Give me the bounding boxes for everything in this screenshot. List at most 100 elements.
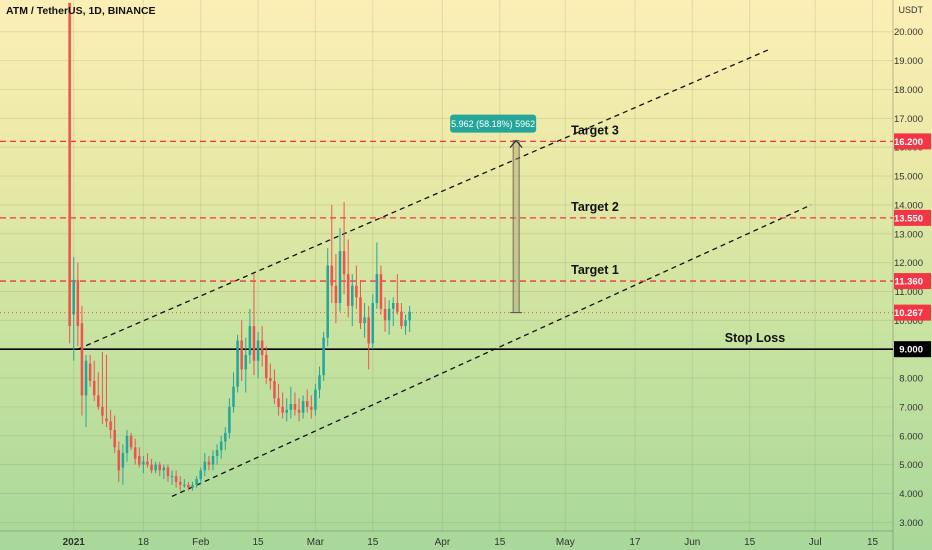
level-label: Target 1: [571, 263, 619, 277]
candle-body: [240, 340, 243, 370]
candle-body: [310, 406, 313, 410]
x-tick-label: 17: [629, 537, 641, 548]
candle-body: [121, 453, 125, 468]
candle-body: [400, 311, 403, 327]
candle-body: [277, 398, 280, 407]
level-label: Stop Loss: [725, 331, 785, 345]
x-tick-label: 18: [138, 537, 150, 548]
candle-body: [150, 464, 153, 471]
candle-body: [203, 461, 207, 471]
y-tick-label: 17.000: [894, 114, 923, 125]
candle-body: [330, 265, 334, 286]
candle-body: [187, 484, 190, 488]
candle-body: [305, 401, 309, 407]
candle-body: [224, 432, 227, 442]
candle-body: [285, 409, 289, 413]
candle-body: [154, 464, 157, 471]
candle-body: [113, 429, 116, 448]
y-tick-label: 6.000: [899, 431, 923, 442]
candle-body: [138, 455, 141, 465]
candle-body: [289, 404, 293, 410]
candle-body: [391, 303, 395, 309]
y-tick-label: 13.000: [894, 229, 923, 240]
candle-body: [273, 380, 276, 399]
y-tick-label: 3.000: [899, 518, 923, 529]
candle-body: [219, 441, 223, 451]
candle-body: [215, 450, 219, 456]
measure-label: 5.962 (58.18%) 5962: [451, 119, 535, 129]
level-label: Target 2: [571, 200, 619, 214]
y-tick-label: 11.000: [895, 287, 923, 298]
candle-body: [375, 274, 379, 304]
candle-body: [97, 395, 100, 407]
x-tick-label: Feb: [192, 537, 210, 548]
candles: [68, 2, 411, 491]
x-tick-label: 15: [253, 537, 265, 548]
measure-tool: 5.962 (58.18%) 5962: [450, 114, 537, 314]
x-tick-label: 15: [867, 537, 879, 548]
candle-body: [129, 435, 133, 448]
y-tick-label: 4.000: [899, 489, 923, 500]
candle-body: [170, 476, 174, 478]
candle-body: [105, 418, 108, 422]
candle-body: [252, 326, 256, 361]
x-tick-label: Jun: [684, 537, 700, 548]
candle-body: [387, 308, 391, 321]
price-badge-text: 11.360: [894, 277, 923, 288]
candle-body: [318, 375, 321, 390]
candle-body: [260, 340, 264, 355]
y-tick-label: 14.000: [894, 200, 923, 211]
x-tick-label: May: [556, 537, 575, 548]
price-badge-text: 16.200: [894, 137, 923, 148]
candle-body: [334, 285, 338, 304]
candle-body: [383, 308, 387, 321]
y-tick-label: 10.000: [894, 316, 923, 327]
candle-body: [195, 479, 198, 485]
candle-body: [293, 404, 297, 410]
candle-body: [84, 360, 88, 396]
price-badge: [894, 209, 931, 226]
candle-body: [404, 320, 407, 327]
measure-range: [512, 140, 520, 314]
candle-body: [236, 340, 239, 387]
candle-body: [133, 447, 137, 459]
x-tick-label: 15: [494, 537, 506, 548]
y-tick-label: 5.000: [899, 460, 923, 471]
y-tick-label: 8.000: [899, 374, 923, 385]
y-tick-label: 12.000: [894, 258, 923, 269]
candle-body: [178, 481, 182, 485]
chart-title: ATM / TetherUS, 1D, BINANCE: [6, 5, 156, 17]
level-label: Target 3: [571, 123, 619, 137]
candle-body: [207, 461, 211, 465]
candle-body: [355, 285, 358, 298]
currency-label: USDT: [899, 5, 924, 15]
candle-body: [80, 323, 84, 396]
candle-body: [371, 303, 375, 344]
candle-body: [248, 326, 252, 355]
candle-body: [228, 406, 231, 433]
candle-body: [269, 378, 272, 381]
candle-body: [146, 461, 149, 465]
candle-body: [211, 455, 215, 465]
candle-body: [379, 274, 383, 309]
x-tick-label: Apr: [435, 537, 451, 548]
price-badge-text: 13.550: [894, 213, 923, 224]
candle-body: [342, 251, 346, 275]
candle-body: [199, 470, 202, 480]
candle-body: [183, 484, 186, 486]
candle-body: [88, 363, 92, 381]
candle-body: [166, 467, 170, 477]
candle-body: [142, 461, 145, 465]
channel-lines: [77, 48, 812, 497]
price-badge: [894, 341, 931, 358]
candle-body: [158, 464, 162, 471]
candle-body: [351, 285, 354, 306]
candle-body: [297, 409, 301, 413]
candle-body: [408, 311, 411, 321]
measure-arrow-icon: [509, 139, 523, 148]
candle-body: [363, 317, 366, 324]
candle-body: [76, 279, 80, 327]
